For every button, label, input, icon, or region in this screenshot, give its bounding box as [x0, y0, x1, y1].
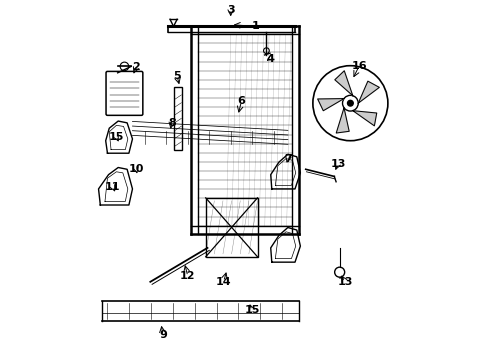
Text: 13: 13	[330, 159, 345, 169]
Text: 16: 16	[351, 61, 367, 71]
Bar	[174, 87, 182, 150]
Text: 4: 4	[266, 54, 274, 64]
Polygon shape	[358, 81, 379, 103]
Text: 2: 2	[132, 63, 140, 72]
Text: 14: 14	[216, 277, 231, 287]
Text: 10: 10	[128, 164, 144, 174]
Text: 6: 6	[238, 96, 245, 107]
Polygon shape	[336, 108, 349, 133]
Text: 12: 12	[180, 271, 196, 282]
Circle shape	[347, 100, 353, 106]
Text: 11: 11	[105, 182, 121, 192]
Text: 13: 13	[337, 277, 353, 287]
Text: 15: 15	[245, 305, 260, 315]
Text: 1: 1	[252, 21, 260, 31]
Text: 15: 15	[109, 132, 124, 142]
Text: 7: 7	[284, 154, 292, 163]
Text: 8: 8	[168, 118, 175, 128]
Polygon shape	[353, 111, 377, 126]
Polygon shape	[335, 71, 353, 96]
Text: 3: 3	[227, 5, 235, 15]
Polygon shape	[318, 99, 344, 111]
Bar	[206, 198, 258, 257]
Text: 5: 5	[173, 71, 181, 81]
Text: 9: 9	[159, 330, 167, 341]
